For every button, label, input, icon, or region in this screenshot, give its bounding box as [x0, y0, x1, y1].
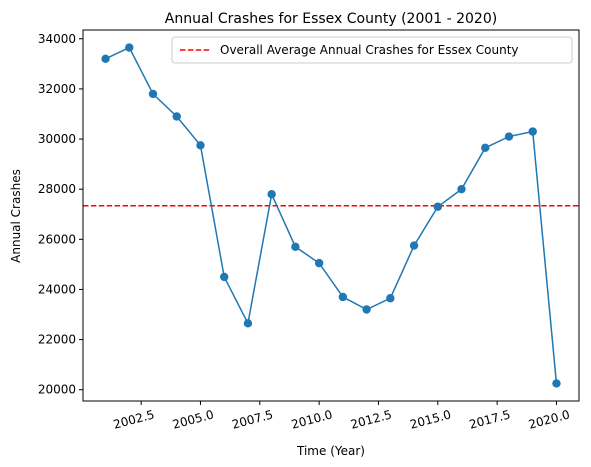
plot-frame [82, 29, 580, 402]
data-point [409, 241, 419, 250]
y-axis-label: Annual Crashes [9, 169, 23, 263]
x-tick-label: 2005.0 [171, 407, 215, 431]
data-point [481, 143, 490, 153]
x-tick-label: 2007.5 [230, 407, 274, 431]
legend-label: Overall Average Annual Crashes for Essex… [220, 43, 519, 57]
x-tick-label: 2012.5 [349, 407, 393, 431]
x-axis: 2002.5 2005.0 2007.5 2010.0 2012.5 2015.0 2017… [112, 401, 571, 432]
y-tick-label: 24000 [38, 282, 76, 296]
data-point [196, 141, 205, 150]
x-tick-label: 2017.5 [468, 407, 512, 431]
data-point [220, 272, 229, 282]
chart-title: Annual Crashes for Essex County (2001 - … [165, 11, 497, 27]
data-point [314, 258, 324, 268]
y-tick-label: 20000 [38, 383, 76, 397]
legend: Overall Average Annual Crashes for Essex… [171, 36, 573, 64]
data-point [148, 89, 158, 99]
data-point [504, 132, 514, 141]
data-point [291, 242, 300, 252]
y-tick-label: 30000 [38, 132, 76, 146]
y-axis: 20000 22000 24000 26000 28000 30000 32000 34000 [38, 32, 83, 397]
data-point [101, 54, 110, 64]
y-tick-label: 28000 [38, 182, 76, 196]
legend-box [171, 36, 573, 64]
data-point [433, 202, 442, 211]
data-point [528, 127, 537, 136]
data-point [125, 43, 134, 52]
y-tick-label: 34000 [38, 32, 76, 46]
data-point [172, 112, 181, 121]
data-point [552, 379, 561, 388]
data-point [267, 189, 276, 199]
data-point [386, 294, 395, 303]
x-axis-label: Time (Year) [296, 444, 365, 458]
y-tick-label: 22000 [38, 333, 76, 347]
x-tick-label: 2010.0 [290, 407, 334, 431]
y-tick-label: 26000 [38, 232, 76, 246]
series-line [105, 46, 558, 384]
data-point [457, 184, 466, 194]
x-tick-label: 2015.0 [408, 407, 452, 431]
data-point [338, 292, 348, 302]
data-point [243, 319, 253, 328]
y-tick-label: 32000 [38, 82, 76, 96]
x-tick-label: 2020.0 [527, 407, 571, 431]
plot-area [82, 29, 580, 402]
series-layer [101, 43, 561, 388]
x-tick-label: 2002.5 [112, 407, 156, 431]
data-point [362, 305, 371, 314]
